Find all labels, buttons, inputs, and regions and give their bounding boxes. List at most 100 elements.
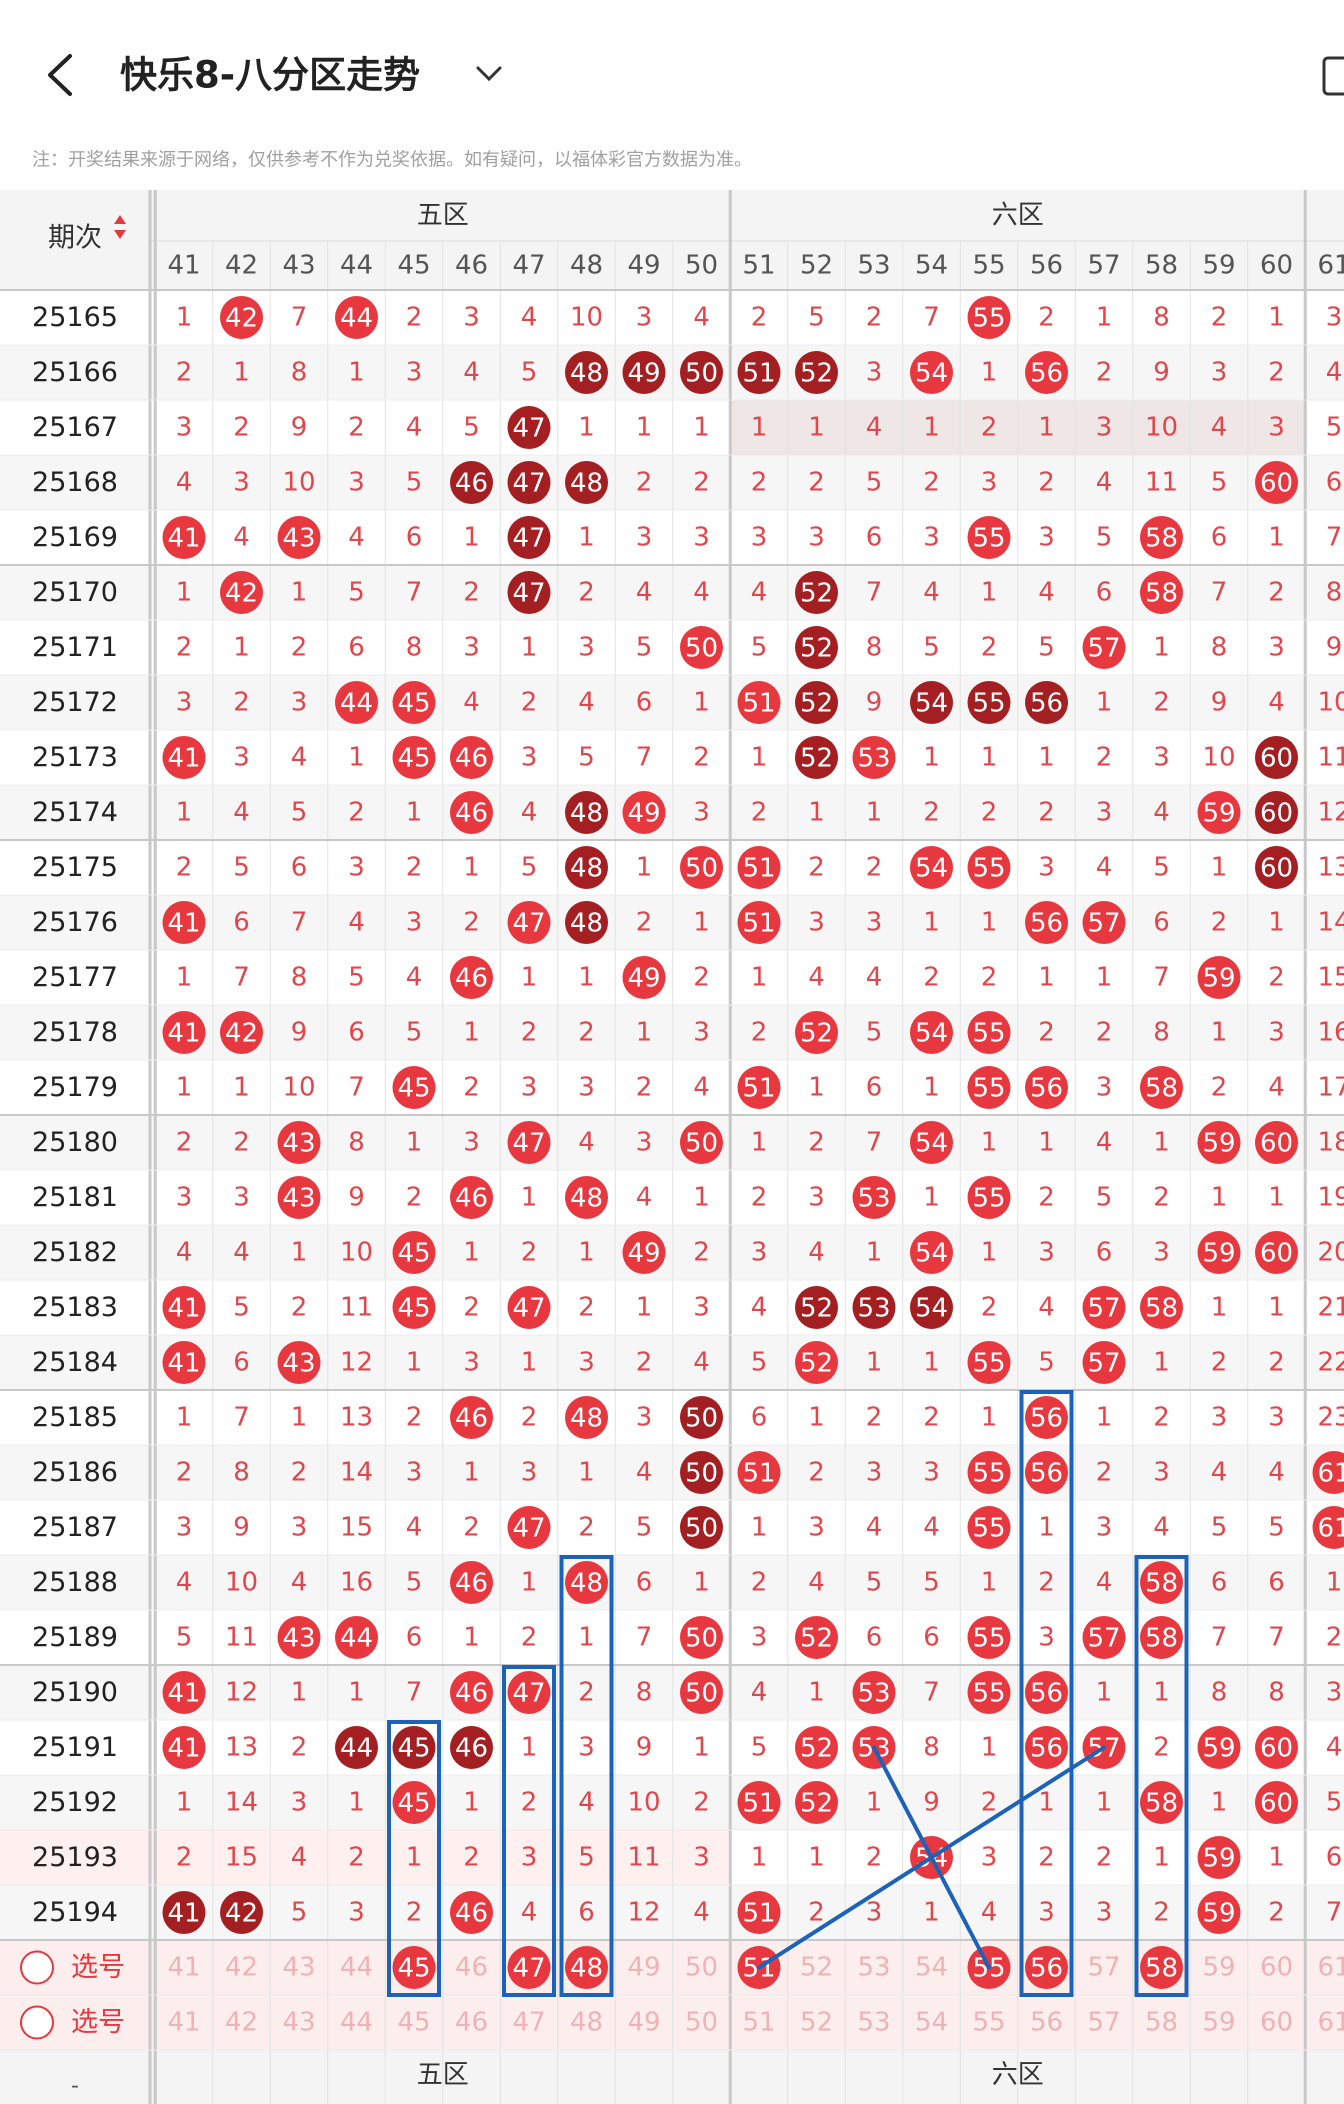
select-number[interactable]: 60: [1260, 1953, 1293, 1983]
menu-icon[interactable]: [1322, 56, 1344, 96]
select-number[interactable]: 55: [972, 2008, 1005, 2038]
select-number[interactable]: 43: [282, 1953, 315, 1983]
select-number[interactable]: 59: [1202, 2008, 1235, 2038]
ball: [967, 1671, 1011, 1714]
select-number[interactable]: 58: [1145, 2008, 1178, 2038]
ball-number: 42: [225, 1899, 258, 1929]
miss-count: 3: [636, 303, 653, 333]
ball: [1255, 1121, 1298, 1164]
ball-number: 52: [800, 1019, 833, 1049]
miss-count: 1: [348, 358, 365, 388]
miss-count: 2: [923, 798, 940, 828]
select-number[interactable]: 47: [512, 2008, 545, 2038]
select-number[interactable]: 56: [1030, 2008, 1063, 2038]
ball: [1197, 1726, 1241, 1769]
select-number[interactable]: 49: [627, 2008, 660, 2038]
ball: [1197, 1231, 1241, 1274]
ball: [335, 681, 378, 724]
miss-count: 3: [636, 523, 653, 553]
select-number[interactable]: 51: [742, 2008, 775, 2038]
miss-count: 10: [225, 1568, 258, 1598]
miss-count: 6: [406, 1623, 423, 1653]
select-number[interactable]: 53: [857, 1953, 890, 1983]
miss-count: 2: [923, 1403, 940, 1433]
miss-count: 2: [406, 1183, 423, 1213]
select-number[interactable]: 46: [455, 1953, 488, 1983]
miss-count: 1: [1038, 1128, 1055, 1158]
select-number[interactable]: 57: [1087, 1953, 1120, 1983]
miss-count: 1: [808, 413, 825, 443]
miss-count: 2: [923, 963, 940, 993]
ball-number: 58: [1145, 1954, 1178, 1984]
miss-count: 1: [981, 358, 998, 388]
miss-count: 8: [923, 1733, 940, 1763]
select-number[interactable]: 57: [1087, 2008, 1120, 2038]
miss-count: 5: [521, 853, 538, 883]
miss-count: 4: [1326, 358, 1343, 388]
miss-count: 7: [1211, 1623, 1228, 1653]
column-number: 58: [1145, 251, 1178, 281]
miss-count: 4: [751, 1678, 768, 1708]
ball-number: 53: [857, 1679, 890, 1709]
select-number[interactable]: 54: [915, 1953, 948, 1983]
select-number[interactable]: 52: [800, 2008, 833, 2038]
select-radio[interactable]: [20, 2005, 54, 2040]
select-number[interactable]: 54: [915, 2008, 948, 2038]
select-number[interactable]: 42: [225, 1953, 258, 1983]
select-number[interactable]: 52: [800, 1953, 833, 1983]
miss-count: 3: [578, 1073, 595, 1103]
ball: [737, 681, 781, 724]
miss-count: 3: [693, 523, 710, 553]
miss-count: 5: [866, 468, 883, 498]
select-number[interactable]: 44: [340, 2008, 373, 2038]
miss-count: 4: [406, 963, 423, 993]
ball: [507, 406, 551, 449]
ball-number: 60: [1260, 469, 1293, 499]
select-number[interactable]: 59: [1202, 1953, 1235, 1983]
ball-number: 52: [800, 689, 833, 719]
ball: [1140, 1286, 1183, 1329]
miss-count: 5: [1096, 1183, 1113, 1213]
miss-count: 1: [578, 963, 595, 993]
dropdown-toggle[interactable]: [476, 66, 502, 82]
miss-count: 3: [348, 853, 365, 883]
miss-count: 2: [176, 853, 193, 883]
ball-number: 60: [1260, 1789, 1293, 1819]
select-number[interactable]: 46: [455, 2008, 488, 2038]
select-number[interactable]: 45: [397, 2008, 430, 2038]
ball-number: 51: [742, 1899, 775, 1929]
miss-count: 7: [233, 1403, 250, 1433]
select-number[interactable]: 42: [225, 2008, 258, 2038]
miss-count: 2: [578, 1513, 595, 1543]
select-number[interactable]: 48: [570, 2008, 603, 2038]
select-radio[interactable]: [20, 1950, 54, 1985]
miss-count: 4: [693, 1348, 710, 1378]
ball: [795, 351, 838, 394]
select-number[interactable]: 43: [282, 2008, 315, 2038]
miss-count: 1: [463, 1788, 480, 1818]
miss-count: 3: [176, 413, 193, 443]
select-number[interactable]: 61: [1317, 2008, 1344, 2038]
miss-count: 2: [808, 1458, 825, 1488]
select-number[interactable]: 61: [1317, 1953, 1344, 1983]
select-number[interactable]: 49: [627, 1953, 660, 1983]
ball: [1025, 901, 1068, 944]
miss-count: 2: [808, 468, 825, 498]
ball: [1197, 791, 1241, 834]
miss-count: 11: [1317, 743, 1344, 773]
select-number[interactable]: 53: [857, 2008, 890, 2038]
miss-count: 5: [1211, 1513, 1228, 1543]
select-number[interactable]: 44: [340, 1953, 373, 1983]
select-number[interactable]: 41: [167, 1953, 200, 1983]
select-number[interactable]: 50: [685, 1953, 718, 1983]
select-number[interactable]: 50: [685, 2008, 718, 2038]
ball: [277, 1121, 321, 1164]
miss-count: 1: [636, 853, 653, 883]
miss-count: 1: [751, 743, 768, 773]
select-number[interactable]: 41: [167, 2008, 200, 2038]
select-number[interactable]: 60: [1260, 2008, 1293, 2038]
miss-count: 5: [751, 1733, 768, 1763]
miss-count: 1: [808, 1073, 825, 1103]
back-button[interactable]: [48, 54, 72, 96]
row-bg: [0, 345, 1344, 400]
